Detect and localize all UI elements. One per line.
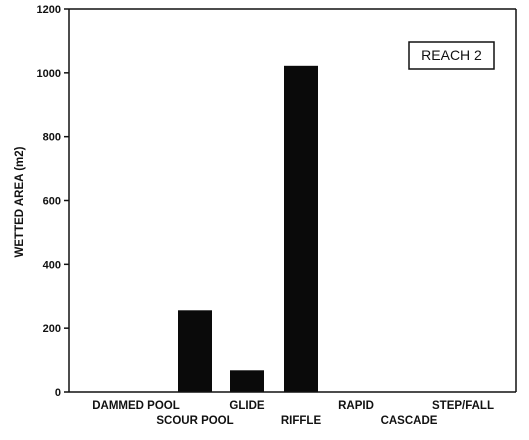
bar-scour-pool	[178, 310, 212, 392]
x-category-label: RIFFLE	[281, 415, 322, 427]
x-category-label: CASCADE	[381, 415, 438, 427]
y-tick-label: 0	[55, 387, 61, 399]
x-axis-labels: DAMMED POOL SCOUR POOL GLIDE RIFFLE RAPID CAS…	[92, 400, 494, 427]
x-category-label: SCOUR POOL	[156, 415, 233, 427]
bars	[178, 65, 318, 392]
x-category-label: DAMMED POOL	[92, 400, 180, 412]
annotation-label: REACH 2	[421, 47, 482, 63]
y-tick-label: 800	[43, 132, 61, 144]
annotation-box	[408, 41, 495, 70]
y-tick-label: 1000	[37, 68, 61, 80]
x-category-label: RAPID	[338, 400, 374, 412]
y-tick-label: 400	[43, 259, 61, 271]
x-category-label: STEP/FALL	[432, 400, 494, 412]
y-axis-ticks: 0 200 400 600 800 1000 1200	[37, 4, 69, 399]
y-tick-label: 1200	[37, 4, 61, 16]
bar-riffle	[284, 65, 318, 392]
y-tick-label: 600	[43, 196, 61, 208]
y-axis-title: WETTED AREA (m2)	[14, 146, 26, 257]
bar-glide	[230, 370, 264, 392]
x-category-label: GLIDE	[229, 400, 264, 412]
y-tick-label: 200	[43, 323, 61, 335]
